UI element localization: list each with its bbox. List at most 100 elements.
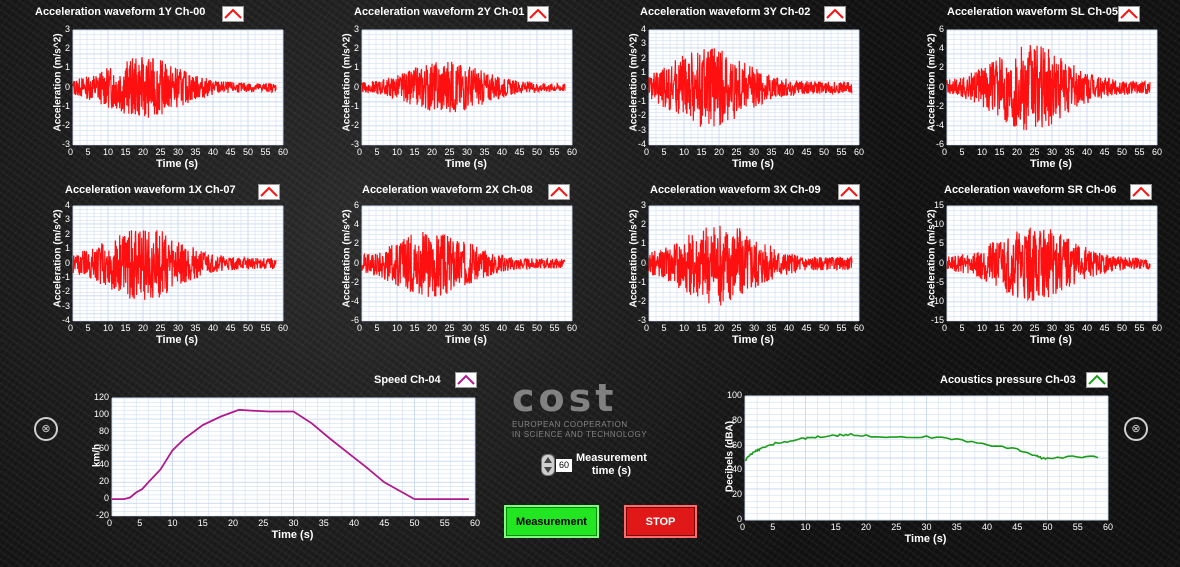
- speed-legend[interactable]: [455, 372, 477, 388]
- y-tick-label: 80: [731, 414, 742, 425]
- y-tick-label: -10: [930, 295, 944, 306]
- x-tick-label: 25: [1029, 147, 1040, 157]
- x-tick-label: 20: [1012, 147, 1023, 157]
- x-tick-label: 5: [661, 323, 667, 333]
- accel-7-chart: [946, 205, 1158, 322]
- logo-wordmark: cost: [512, 376, 618, 420]
- y-tick-label: 40: [731, 464, 742, 475]
- x-tick-label: 0: [644, 323, 650, 333]
- y-tick-label: -2: [637, 110, 646, 121]
- y-tick-label: -2: [61, 119, 70, 130]
- y-tick-label: 40: [98, 459, 109, 470]
- accel-0-title: Acceleration waveform 1Y Ch-00: [35, 6, 206, 18]
- y-tick-label: -6: [935, 139, 944, 149]
- acceleration-trace: [946, 44, 1151, 131]
- accel-6-legend[interactable]: [838, 184, 860, 200]
- x-tick-label: 5: [85, 147, 91, 157]
- y-tick-label: -4: [61, 315, 70, 325]
- accel-4-chart: [72, 205, 284, 322]
- y-tick-label: -2: [637, 295, 646, 306]
- y-tick-label: 20: [731, 489, 742, 500]
- accel-6-title: Acceleration waveform 3X Ch-09: [650, 184, 821, 196]
- x-tick-label: 25: [891, 522, 902, 532]
- x-tick-label: 10: [103, 147, 114, 157]
- x-tick-label: 60: [854, 323, 865, 333]
- x-tick-label: 60: [470, 518, 481, 528]
- accel-2-legend[interactable]: [824, 6, 846, 22]
- accel-2-xlabel: Time (s): [732, 158, 774, 170]
- x-tick-label: 10: [679, 323, 690, 333]
- x-tick-label: 60: [567, 147, 578, 157]
- x-tick-label: 20: [427, 323, 438, 333]
- accel-4-legend[interactable]: [258, 184, 280, 200]
- y-tick-label: 1: [640, 67, 646, 78]
- x-tick-label: 45: [514, 323, 525, 333]
- x-tick-label: 20: [714, 323, 725, 333]
- acceleration-trace: [72, 57, 277, 118]
- accel-2-chart: [648, 29, 860, 146]
- x-tick-label: 35: [479, 323, 490, 333]
- accel-4-plot-area: [72, 205, 284, 322]
- y-tick-label: 100: [93, 408, 109, 419]
- y-tick-label: 1: [64, 243, 70, 254]
- y-tick-label: 20: [98, 476, 109, 487]
- acoustic-legend[interactable]: [1086, 372, 1108, 388]
- x-tick-label: 30: [1047, 147, 1058, 157]
- y-tick-label: -1: [350, 100, 359, 111]
- accel-7-legend[interactable]: [1130, 184, 1152, 200]
- accel-6-xlabel: Time (s): [732, 334, 774, 346]
- measurement-time-input[interactable]: 60: [556, 459, 572, 472]
- x-tick-label: 50: [243, 323, 254, 333]
- y-tick-label: -2: [350, 119, 359, 130]
- accel-4-xlabel: Time (s): [156, 334, 198, 346]
- speed-xlabel: Time (s): [271, 529, 314, 541]
- x-tick-label: 15: [994, 147, 1005, 157]
- x-tick-label: 45: [1099, 147, 1110, 157]
- stop-button[interactable]: STOP: [624, 505, 697, 538]
- y-tick-label: 0: [103, 493, 109, 504]
- y-tick-label: 3: [64, 214, 70, 225]
- accel-3-xlabel: Time (s): [1030, 158, 1072, 170]
- plot-grid: [111, 397, 476, 517]
- x-tick-label: 15: [197, 518, 208, 528]
- x-tick-label: 0: [68, 147, 74, 157]
- y-tick-label: 1: [64, 62, 70, 73]
- measurement-button[interactable]: Measurement: [504, 505, 599, 538]
- x-tick-label: 25: [444, 323, 455, 333]
- accel-5-xlabel: Time (s): [445, 334, 487, 346]
- measurement-time-label-2: time (s): [591, 465, 632, 477]
- accel-5-title: Acceleration waveform 2X Ch-08: [362, 184, 533, 196]
- y-tick-label: -4: [935, 119, 944, 130]
- y-tick-label: 60: [731, 439, 742, 450]
- x-tick-label: 10: [977, 147, 988, 157]
- accel-5-legend[interactable]: [548, 184, 570, 200]
- y-tick-label: 100: [726, 390, 742, 400]
- y-tick-label: -2: [61, 286, 70, 297]
- y-tick-label: -4: [350, 295, 359, 306]
- accel-6-plot-area: [648, 205, 860, 322]
- x-tick-label: 40: [208, 147, 219, 157]
- left-knob-icon[interactable]: ⊗: [34, 417, 58, 441]
- right-knob-icon[interactable]: ⊗: [1124, 417, 1148, 441]
- x-tick-label: 5: [661, 147, 667, 157]
- x-tick-label: 40: [497, 147, 508, 157]
- accel-0-legend[interactable]: [222, 6, 244, 22]
- acoustic-chart: [744, 395, 1109, 521]
- x-tick-label: 50: [1042, 522, 1053, 532]
- y-tick-label: -4: [637, 139, 646, 149]
- x-tick-label: 35: [190, 147, 201, 157]
- y-tick-label: 2: [353, 238, 359, 249]
- acceleration-trace: [361, 231, 566, 297]
- x-tick-label: 55: [836, 323, 847, 333]
- x-tick-label: 35: [766, 323, 777, 333]
- x-tick-label: 20: [861, 522, 872, 532]
- accel-7-xlabel: Time (s): [1030, 334, 1072, 346]
- cost-logo: cost EUROPEAN COOPERATION IN SCIENCE AND…: [512, 376, 682, 446]
- y-tick-label: 1: [353, 62, 359, 73]
- x-tick-label: 50: [1117, 147, 1128, 157]
- x-tick-label: 45: [225, 323, 236, 333]
- accel-1-legend[interactable]: [527, 6, 549, 22]
- measurement-time-stepper[interactable]: [541, 454, 555, 476]
- accel-3-legend[interactable]: [1118, 6, 1140, 22]
- x-tick-label: 50: [243, 147, 254, 157]
